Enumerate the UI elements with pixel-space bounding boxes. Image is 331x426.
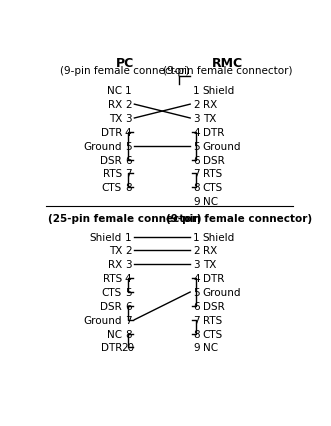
Text: NC: NC xyxy=(107,329,122,339)
Text: DTR: DTR xyxy=(101,127,122,138)
Text: TX: TX xyxy=(109,114,122,124)
Text: 7: 7 xyxy=(193,315,200,325)
Text: 3: 3 xyxy=(193,260,200,270)
Text: 6: 6 xyxy=(125,155,131,165)
Text: Ground: Ground xyxy=(83,315,122,325)
Text: 2: 2 xyxy=(125,100,131,110)
Text: (9-pin female connector): (9-pin female connector) xyxy=(60,66,190,76)
Text: 2: 2 xyxy=(193,100,200,110)
Text: RTS: RTS xyxy=(103,273,122,283)
Text: TX: TX xyxy=(203,114,216,124)
Text: 7: 7 xyxy=(125,315,131,325)
Text: 8: 8 xyxy=(125,329,131,339)
Text: Shield: Shield xyxy=(203,86,235,96)
Text: 6: 6 xyxy=(193,155,200,165)
Text: RTS: RTS xyxy=(203,169,222,179)
Text: (25-pin female connector): (25-pin female connector) xyxy=(48,214,202,224)
Text: 8: 8 xyxy=(193,183,200,193)
Text: DSR: DSR xyxy=(203,301,224,311)
Text: 5: 5 xyxy=(125,288,131,297)
Text: DSR: DSR xyxy=(100,301,122,311)
Text: 9: 9 xyxy=(193,197,200,207)
Text: RMC: RMC xyxy=(212,57,243,70)
Text: RTS: RTS xyxy=(103,169,122,179)
Text: 4: 4 xyxy=(193,273,200,283)
Text: 4: 4 xyxy=(125,127,131,138)
Text: 7: 7 xyxy=(193,169,200,179)
Text: DTR: DTR xyxy=(203,127,224,138)
Text: NC: NC xyxy=(203,197,218,207)
Text: RTS: RTS xyxy=(203,315,222,325)
Text: TX: TX xyxy=(203,260,216,270)
Text: RX: RX xyxy=(203,100,217,110)
Text: 2: 2 xyxy=(193,246,200,256)
Text: 20: 20 xyxy=(121,343,135,353)
Text: 3: 3 xyxy=(125,114,131,124)
Text: CTS: CTS xyxy=(203,329,223,339)
Text: 1: 1 xyxy=(193,232,200,242)
Text: 1: 1 xyxy=(125,86,131,96)
Text: TX: TX xyxy=(109,246,122,256)
Text: Ground: Ground xyxy=(203,288,241,297)
Text: DSR: DSR xyxy=(203,155,224,165)
Text: 1: 1 xyxy=(125,232,131,242)
Text: 9: 9 xyxy=(193,343,200,353)
Text: 3: 3 xyxy=(193,114,200,124)
Text: 5: 5 xyxy=(193,141,200,151)
Text: 6: 6 xyxy=(193,301,200,311)
Text: Shield: Shield xyxy=(90,232,122,242)
Text: RX: RX xyxy=(108,260,122,270)
Text: DSR: DSR xyxy=(100,155,122,165)
Text: 4: 4 xyxy=(125,273,131,283)
Text: Ground: Ground xyxy=(83,141,122,151)
Text: Shield: Shield xyxy=(203,232,235,242)
Text: (9-pin female connector): (9-pin female connector) xyxy=(166,214,312,224)
Text: RX: RX xyxy=(203,246,217,256)
Text: CTS: CTS xyxy=(102,288,122,297)
Text: 7: 7 xyxy=(125,169,131,179)
Text: DTR: DTR xyxy=(203,273,224,283)
Text: 5: 5 xyxy=(125,141,131,151)
Text: PC: PC xyxy=(116,57,134,70)
Text: 4: 4 xyxy=(193,127,200,138)
Text: RX: RX xyxy=(108,100,122,110)
Text: 6: 6 xyxy=(125,301,131,311)
Text: NC: NC xyxy=(107,86,122,96)
Text: 5: 5 xyxy=(193,288,200,297)
Text: CTS: CTS xyxy=(102,183,122,193)
Text: 8: 8 xyxy=(193,329,200,339)
Text: (9-pin female connector): (9-pin female connector) xyxy=(163,66,292,76)
Text: Ground: Ground xyxy=(203,141,241,151)
Text: 3: 3 xyxy=(125,260,131,270)
Text: 8: 8 xyxy=(125,183,131,193)
Text: 1: 1 xyxy=(193,86,200,96)
Text: CTS: CTS xyxy=(203,183,223,193)
Text: DTR: DTR xyxy=(101,343,122,353)
Text: 2: 2 xyxy=(125,246,131,256)
Text: NC: NC xyxy=(203,343,218,353)
